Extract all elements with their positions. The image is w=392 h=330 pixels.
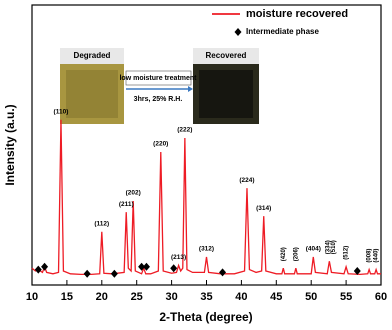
marker — [219, 268, 227, 277]
legend-swatch — [234, 28, 242, 36]
peak-label: (312) — [199, 246, 214, 253]
arrow-head — [188, 86, 193, 92]
x-tick-label: 15 — [61, 291, 73, 303]
inset-label: Degraded — [74, 51, 111, 60]
inset-label: Recovered — [206, 51, 247, 60]
peak-label: (220) — [153, 141, 168, 148]
marker — [41, 262, 49, 271]
arrow-text-box — [125, 70, 192, 86]
peak-label: (110) — [54, 109, 69, 116]
x-tick-label: 40 — [235, 291, 247, 303]
inset: Degraded Recovered low moisture treatmen… — [60, 48, 259, 124]
x-tick-label: 55 — [340, 291, 352, 303]
photo-texture — [66, 70, 118, 118]
line — [31, 119, 381, 276]
marker — [142, 262, 150, 271]
marker — [83, 269, 91, 278]
peak-label: (211) — [119, 201, 134, 208]
marker — [170, 264, 178, 273]
peak-label: (224) — [239, 177, 254, 184]
x-tick-label: 45 — [270, 291, 282, 303]
arrow-text: low moisture treatment — [119, 75, 197, 82]
peak-label: (213) — [171, 254, 186, 261]
peak-label: (314) — [256, 205, 271, 212]
peak-label: (202) — [126, 190, 141, 197]
marker — [353, 267, 361, 275]
legend-label: Intermediate phase — [246, 27, 319, 36]
inset-label-bg — [60, 48, 124, 64]
peak-label: (512) — [344, 246, 350, 260]
legend-label: moisture recovered — [246, 8, 348, 20]
x-tick-label: 60 — [375, 291, 387, 303]
x-axis-label: 2-Theta (degree) — [159, 310, 252, 324]
x-tick-label: 30 — [165, 291, 177, 303]
condition-text: 3hrs, 25% R.H. — [134, 96, 183, 103]
x-tick-label: 35 — [200, 291, 212, 303]
peak-label: (112) — [94, 221, 109, 228]
x-tick-label: 20 — [96, 291, 108, 303]
peak-label: (404) — [306, 246, 321, 253]
y-axis-label: Intensity (a.u.) — [3, 104, 17, 185]
marker — [110, 269, 118, 278]
x-tick-label: 25 — [131, 291, 143, 303]
x-tick-label: 10 — [26, 291, 38, 303]
peak-label: (420) — [281, 247, 287, 261]
inset-label-bg — [193, 48, 259, 64]
x-tick-label: 50 — [305, 291, 317, 303]
marker — [138, 262, 146, 271]
peak-label: (510) — [331, 240, 337, 254]
peak-label: (222) — [177, 127, 192, 134]
photo-texture — [199, 70, 253, 118]
peak-label: (008) — [367, 249, 373, 263]
peak-label: (334) — [326, 240, 332, 254]
peak-label: (206) — [293, 247, 299, 261]
marker — [34, 265, 42, 274]
peak-label: (440) — [374, 249, 380, 263]
